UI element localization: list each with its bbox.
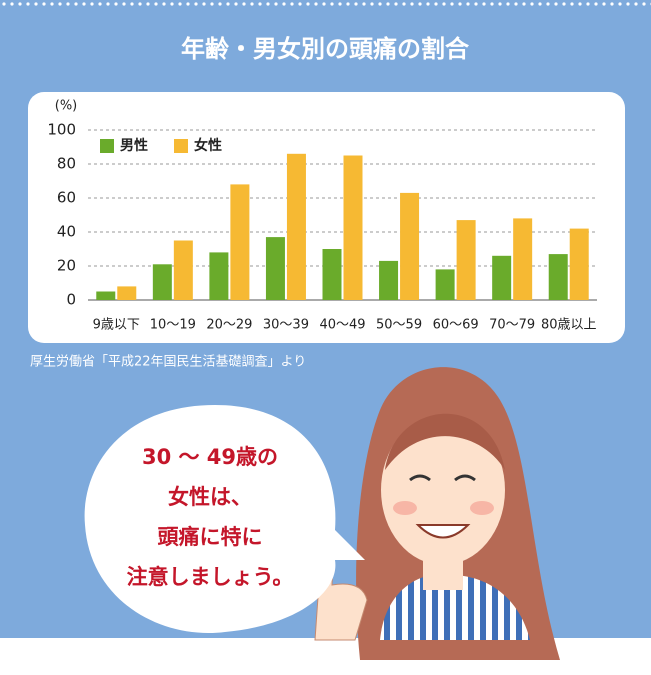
- bar: [173, 240, 193, 300]
- bar: [265, 237, 285, 300]
- bar: [343, 155, 363, 300]
- bubble-text: 30 〜 49歳の: [142, 445, 278, 469]
- legend-label: 女性: [194, 137, 222, 154]
- source-note: 厚生労働省「平成22年国民生活基礎調査」より: [30, 355, 306, 370]
- legend-swatch: [100, 139, 114, 153]
- y-tick-label: 100: [47, 121, 76, 139]
- bar: [379, 260, 399, 300]
- bubble-text: 注意しましょう。: [127, 565, 294, 589]
- y-tick-label: 40: [57, 223, 76, 241]
- chart-panel: [28, 92, 625, 343]
- bar: [209, 252, 229, 300]
- speech-bubble: [84, 405, 365, 634]
- x-tick-label: 9歳以下: [93, 318, 140, 333]
- dotted-edge: [0, 0, 651, 8]
- x-tick-label: 70〜79: [489, 318, 535, 333]
- x-tick-label: 30〜39: [263, 318, 309, 333]
- y-tick-label: 20: [57, 257, 76, 275]
- legend-swatch: [174, 139, 188, 153]
- y-tick-label: 0: [66, 291, 76, 309]
- bar: [230, 184, 250, 300]
- x-tick-label: 40〜49: [319, 318, 365, 333]
- legend-label: 男性: [120, 137, 148, 154]
- y-tick-label: 60: [57, 189, 76, 207]
- girl: [314, 367, 560, 660]
- bar: [492, 255, 512, 300]
- x-tick-label: 10〜19: [150, 318, 196, 333]
- bar: [400, 192, 420, 300]
- bar: [548, 254, 568, 300]
- x-tick-label: 20〜29: [206, 318, 252, 333]
- bar: [322, 249, 342, 300]
- x-tick-label: 80歳以上: [541, 318, 597, 333]
- y-tick-label: 80: [57, 155, 76, 173]
- bar: [435, 269, 455, 300]
- bubble-text: 女性は、: [168, 485, 252, 509]
- bar: [152, 264, 172, 300]
- bar: [286, 153, 306, 300]
- x-tick-label: 60〜69: [433, 318, 479, 333]
- bar: [117, 286, 137, 300]
- chart-title: 年齢・男女別の頭痛の割合: [181, 35, 470, 63]
- bar: [456, 220, 476, 300]
- bar: [96, 291, 116, 300]
- y-axis-label: (%): [55, 99, 78, 114]
- x-tick-label: 50〜59: [376, 318, 422, 333]
- bubble-text: 頭痛に特に: [158, 525, 263, 549]
- bar: [513, 218, 533, 300]
- bar: [569, 228, 589, 300]
